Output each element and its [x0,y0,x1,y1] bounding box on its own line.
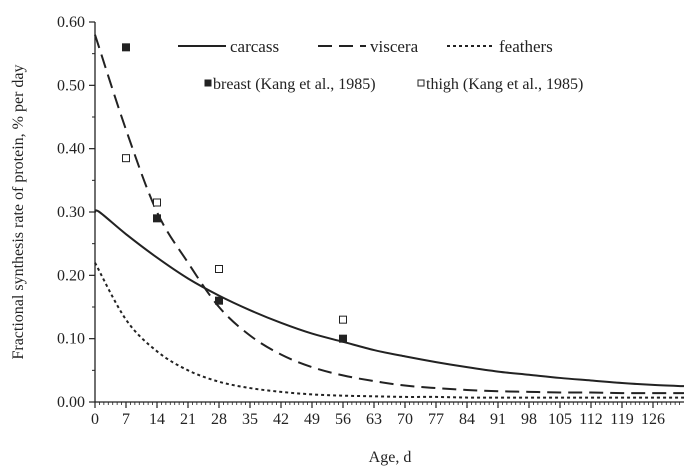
x-tick-label: 84 [459,411,475,428]
legend-swatch-thigh [417,79,425,87]
data-point-thigh [153,198,161,207]
data-point-breast [339,334,347,343]
x-tick-label: 14 [149,411,165,428]
data-point-breast [153,214,161,223]
legend-label-feathers: feathers [499,37,553,56]
data-point-thigh [215,265,223,273]
axes: 0.00 0.10 0.20 0.30 0.40 0.50 0.60 0 7 14 21 28 35 42… [57,14,684,428]
data-point-breast [215,296,223,305]
legend-swatch-breast [204,79,212,87]
x-axis-label: Age, d [369,449,412,466]
x-tick-label: 112 [579,411,602,428]
y-tick-label: 0.30 [57,204,85,221]
y-tick-label: 0.50 [57,77,85,94]
legend-label-thigh: thigh (Kang et al., 1985) [426,76,583,93]
y-tick-label: 0.10 [57,331,85,348]
series-line-carcass [94,209,685,388]
y-tick-label: 0.40 [57,141,85,158]
data-point-breast [122,43,130,52]
data-point-thigh [122,154,130,163]
series-line-viscera [94,34,684,395]
x-tick-label: 7 [122,411,130,428]
y-axis-label: Fractional synthesis rate of protein, % … [10,64,27,359]
x-tick-label: 56 [335,411,351,428]
x-tick-label: 21 [180,411,196,428]
x-tick-label: 77 [428,411,444,428]
plot-area [94,34,685,399]
x-tick-label: 98 [521,411,537,428]
x-tick-label: 70 [397,411,413,428]
x-tick-label: 0 [91,411,99,428]
legend: carcass viscera feathers breast (Kang et al… [178,37,583,93]
data-point-thigh [339,315,347,324]
x-tick-label: 35 [242,411,258,428]
x-tick-label: 126 [641,411,665,428]
x-tick-label: 91 [490,411,506,428]
legend-label-breast: breast (Kang et al., 1985) [213,76,376,93]
legend-label-carcass: carcass [230,37,279,56]
x-tick-label: 119 [610,411,633,428]
y-tick-label: 0.60 [57,14,85,31]
y-tick-label: 0.20 [57,267,85,284]
legend-label-viscera: viscera [370,37,419,56]
x-tick-label: 63 [366,411,382,428]
y-tick-label: 0.00 [57,394,85,411]
x-tick-label: 49 [304,411,320,428]
x-tick-label: 42 [273,411,289,428]
series-line-feathers [94,262,684,399]
x-tick-label: 28 [211,411,227,428]
x-tick-label: 105 [548,411,572,428]
